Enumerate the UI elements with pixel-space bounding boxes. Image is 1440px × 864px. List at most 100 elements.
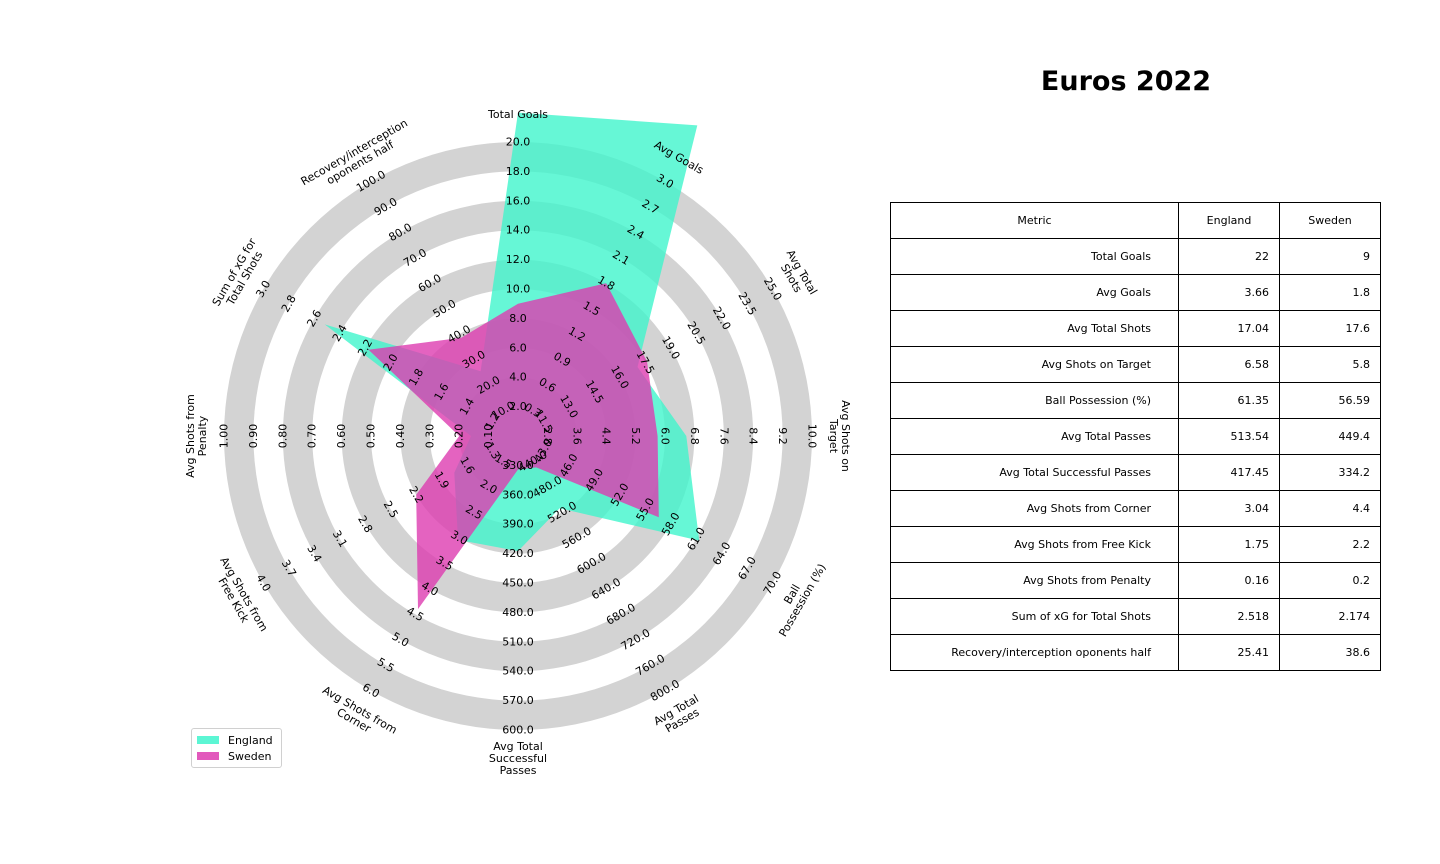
table-cell: 513.54 (1178, 418, 1280, 455)
table-row: Total Goals 22 9 (890, 238, 1381, 275)
radar-tick-label: 4.0 (509, 371, 527, 384)
table-row: Avg Goals 3.66 1.8 (890, 274, 1381, 311)
table-cell: England (1178, 202, 1280, 239)
table-row: Avg Total Passes 513.54 449.4 (890, 418, 1381, 455)
radar-tick-label: 2.0 (509, 400, 527, 413)
radar-tick-label: 330.0 (502, 459, 534, 472)
radar-tick-label: 420.0 (502, 547, 534, 560)
table-cell: 6.58 (1178, 346, 1280, 383)
table-header-row: Metric England Sweden (890, 202, 1381, 239)
table-cell: 17.04 (1178, 310, 1280, 347)
table-cell: 5.8 (1279, 346, 1381, 383)
table-cell: 1.8 (1279, 274, 1381, 311)
radar-tick-label: 8.4 (747, 427, 760, 445)
radar-tick-label: 6.0 (509, 341, 527, 354)
legend-item: Sweden (197, 748, 273, 764)
table-cell: Avg Shots from Penalty (890, 562, 1179, 599)
table-cell: 17.6 (1279, 310, 1381, 347)
radar-tick-label: 6.0 (659, 427, 672, 445)
table-cell: Avg Shots on Target (890, 346, 1179, 383)
table-row: Avg Shots from Corner 3.04 4.4 (890, 490, 1381, 527)
table-cell: Total Goals (890, 238, 1179, 275)
table-cell: 9 (1279, 238, 1381, 275)
table-cell: 2.518 (1178, 598, 1280, 635)
table-cell: 38.6 (1279, 634, 1381, 671)
legend-label: England (228, 733, 273, 747)
table-cell: Avg Total Successful Passes (890, 454, 1179, 491)
radar-tick-label: 0.50 (365, 424, 378, 449)
radar-tick-label: 5.2 (629, 427, 642, 445)
radar-tick-label: 16.0 (506, 194, 531, 207)
radar-tick-label: 7.6 (717, 427, 730, 445)
radar-tick-label: 450.0 (502, 577, 534, 590)
table-cell: 3.66 (1178, 274, 1280, 311)
table-cell: 4.4 (1279, 490, 1381, 527)
radar-tick-label: 390.0 (502, 518, 534, 531)
series-polygon-sweden (368, 283, 659, 610)
table-cell: 0.16 (1178, 562, 1280, 599)
radar-tick-label: 0.40 (394, 424, 407, 449)
radar-tick-label: 18.0 (506, 165, 531, 178)
table-row: Sum of xG for Total Shots 2.518 2.174 (890, 598, 1381, 635)
table-cell: 1.75 (1178, 526, 1280, 563)
radar-axis-label: Avg Total Successful Passes (489, 740, 547, 777)
radar-tick-label: 0.70 (306, 424, 319, 449)
table-cell: 3.04 (1178, 490, 1280, 527)
radar-series (324, 112, 700, 610)
table-cell: 417.45 (1178, 454, 1280, 491)
radar-tick-label: 4.4 (600, 427, 613, 445)
table-cell: Sweden (1279, 202, 1381, 239)
radar-tick-label: 0.30 (423, 424, 436, 449)
radar-axis-label: Avg Shots onTarget (827, 400, 852, 472)
radar-tick-label: 600.0 (502, 724, 534, 737)
radar-tick-label: 0.80 (276, 424, 289, 449)
table-cell: Avg Shots from Corner (890, 490, 1179, 527)
radar-tick-label: 14.0 (506, 224, 531, 237)
radar-tick-label: 2.8 (541, 427, 554, 445)
radar-tick-label: 9.2 (776, 427, 789, 445)
table-row: Ball Possession (%) 61.35 56.59 (890, 382, 1381, 419)
table-row: Avg Shots on Target 6.58 5.8 (890, 346, 1381, 383)
stats-table: Metric England Sweden Total Goals 22 9 Avg Goa… (890, 202, 1381, 671)
table-cell: Recovery/interception oponents half (890, 634, 1179, 671)
table-cell: 61.35 (1178, 382, 1280, 419)
radar-tick-label: 0.90 (247, 424, 260, 449)
legend-swatch (197, 736, 219, 744)
table-cell: 334.2 (1279, 454, 1381, 491)
radar-tick-label: 1.00 (218, 424, 231, 449)
table-cell: 56.59 (1279, 382, 1381, 419)
radar-tick-label: 20.0 (506, 136, 531, 149)
legend-item: England (197, 732, 273, 748)
table-cell: 2.2 (1279, 526, 1381, 563)
table-cell: Avg Goals (890, 274, 1179, 311)
table-row: Recovery/interception oponents half 25.41… (890, 634, 1381, 671)
table-cell: 22 (1178, 238, 1280, 275)
radar-tick-label: 3.6 (570, 427, 583, 445)
legend-swatch (197, 752, 219, 760)
table-row: Avg Shots from Free Kick 1.75 2.2 (890, 526, 1381, 563)
radar-tick-label: 6.8 (688, 427, 701, 445)
table-cell: Avg Shots from Free Kick (890, 526, 1179, 563)
table-cell: Metric (890, 202, 1179, 239)
table-cell: Avg Total Shots (890, 310, 1179, 347)
radar-tick-label: 0.60 (335, 424, 348, 449)
radar-tick-label: 510.0 (502, 635, 534, 648)
radar-tick-label: 570.0 (502, 694, 534, 707)
table-cell: 2.174 (1279, 598, 1381, 635)
table-cell: 25.41 (1178, 634, 1280, 671)
radar-tick-label: 8.0 (509, 312, 527, 325)
radar-tick-label: 12.0 (506, 253, 531, 266)
table-cell: Ball Possession (%) (890, 382, 1179, 419)
table-row: Avg Total Successful Passes 417.45 334.2 (890, 454, 1381, 491)
radar-tick-label: 480.0 (502, 606, 534, 619)
radar-tick-label: 540.0 (502, 665, 534, 678)
radar-tick-label: 0.20 (453, 424, 466, 449)
radar-axis-label: Avg Shots fromPenalty (184, 394, 209, 478)
table-cell: Avg Total Passes (890, 418, 1179, 455)
table-cell: 0.2 (1279, 562, 1381, 599)
table-row: Avg Shots from Penalty 0.16 0.2 (890, 562, 1381, 599)
radar-tick-label: 0.10 (482, 424, 495, 449)
radar-tick-label: 10.0 (806, 424, 819, 449)
radar-tick-label: 10.0 (506, 283, 531, 296)
chart-legend: England Sweden (191, 728, 282, 768)
